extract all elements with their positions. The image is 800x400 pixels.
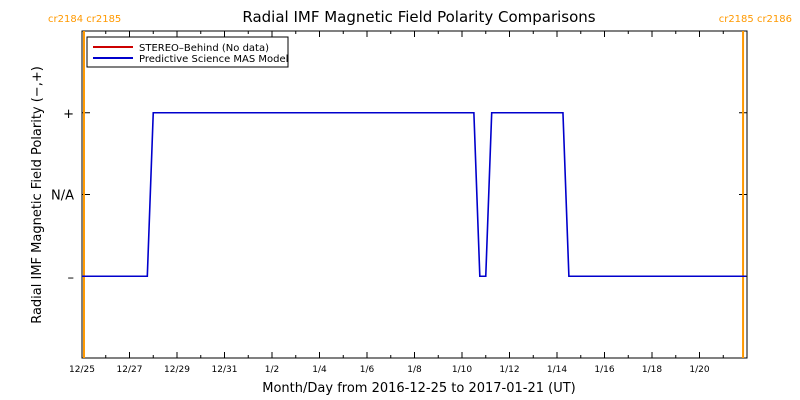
x-tick-label: 1/14 [547, 365, 567, 375]
carrington-marker-label: cr2184 cr2185 [48, 14, 121, 25]
x-tick-label: 12/31 [212, 365, 238, 375]
plot-frame [81, 30, 748, 359]
x-tick-label: 12/29 [164, 365, 190, 375]
series-layer [82, 111, 747, 278]
legend-box [86, 36, 289, 68]
x-axis-label: Month/Day from 2016-12-25 to 2017-01-21 … [262, 381, 575, 396]
x-tick-label: 1/10 [452, 365, 472, 375]
x-tick-label: 1/2 [265, 365, 279, 375]
carrington-markers: cr2184 cr2185 cr2185 cr2186 [48, 14, 792, 358]
legend: STEREO–Behind (No data)Predictive Scienc… [86, 36, 289, 68]
y-tick-label: N/A [51, 189, 74, 204]
x-tick-label: 1/12 [499, 365, 519, 375]
x-tick-label: 1/20 [689, 365, 709, 375]
x-tick-label: 1/18 [642, 365, 662, 375]
series-line [82, 111, 747, 278]
x-tick-label: 1/6 [360, 365, 375, 375]
legend-label: Predictive Science MAS Model [139, 54, 288, 65]
x-tick-label: 1/8 [407, 365, 422, 375]
x-tick-label: 1/16 [594, 365, 614, 375]
carrington-marker-label: cr2185 cr2186 [719, 14, 792, 25]
x-axis-ticks: 12/25 12/27 12/29 12/31 1/2 1/4 1/6 1/8 1/10 1/12… [69, 31, 724, 375]
x-tick-label: 12/27 [117, 365, 143, 375]
y-axis-ticks: + N/A – [51, 107, 747, 285]
chart-title: Radial IMF Magnetic Field Polarity Compa… [242, 8, 595, 26]
legend-label: STEREO–Behind (No data) [139, 43, 269, 54]
x-tick-label: 1/4 [312, 365, 327, 375]
y-axis-label: Radial IMF Magnetic Field Polarity (−,+) [30, 66, 45, 324]
y-tick-label: + [63, 107, 74, 122]
x-tick-label: 12/25 [69, 365, 95, 375]
y-tick-label: – [68, 270, 75, 285]
